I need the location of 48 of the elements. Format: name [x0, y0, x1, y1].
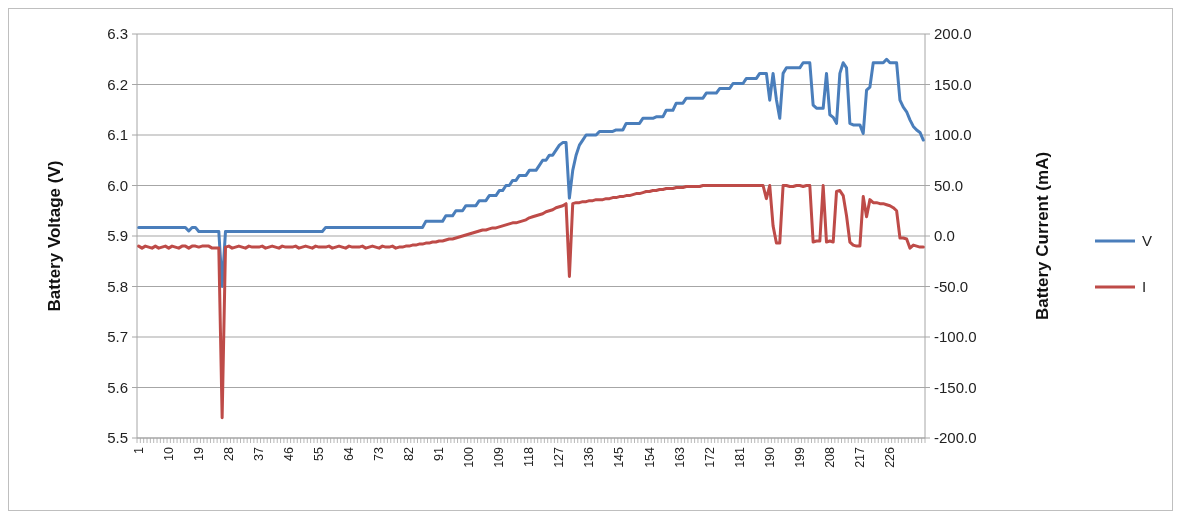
y-tick-label: 5.7: [107, 328, 128, 346]
x-tick-label: 28: [221, 446, 236, 461]
x-tick-label: 46: [281, 446, 296, 461]
x-tick-label: 64: [342, 446, 357, 461]
x-tick-label: 127: [552, 446, 567, 468]
x-tick-label: 163: [672, 446, 687, 468]
x-tick-label: 37: [251, 446, 266, 461]
x-tick-label: 208: [822, 446, 837, 468]
x-tick-label: 145: [612, 446, 627, 468]
y2-tick-label: 200.0: [934, 25, 972, 43]
legend-label: I: [1142, 278, 1147, 296]
y2-tick-label: 100.0: [934, 126, 972, 144]
y2-tick-label: -50.0: [934, 277, 969, 295]
y-tick-label: 6.0: [107, 176, 128, 194]
y2-tick-label: 0.0: [934, 227, 955, 245]
x-tick-label: 10: [161, 446, 176, 461]
y-tick-label: 6.2: [107, 75, 128, 93]
y-tick-label: 6.3: [107, 25, 128, 43]
y2-tick-label: -200.0: [934, 429, 977, 447]
y-tick-label: 5.6: [107, 378, 128, 396]
x-tick-label: 217: [852, 446, 867, 468]
x-tick-label: 190: [762, 446, 777, 468]
x-tick-label: 172: [702, 446, 717, 468]
y-axis-title: Battery Voltage (V): [45, 160, 64, 312]
y2-tick-label: -100.0: [934, 328, 977, 346]
x-tick-label: 100: [462, 446, 477, 468]
y2-axis-title: Battery Current (mA): [1033, 151, 1052, 321]
y-tick-label: 5.8: [107, 277, 128, 295]
y2-tick-label: 50.0: [934, 176, 964, 194]
x-tick-label: 226: [882, 446, 897, 468]
x-tick-label: 1: [131, 446, 146, 454]
y-tick-label: 5.5: [107, 429, 128, 447]
y2-tick-label: -150.0: [934, 378, 977, 396]
legend-label: V: [1142, 232, 1153, 250]
x-tick-label: 82: [402, 446, 417, 461]
x-tick-label: 91: [432, 446, 447, 461]
y-tick-label: 5.9: [107, 227, 128, 245]
x-tick-label: 136: [582, 446, 597, 468]
y2-tick-label: 150.0: [934, 75, 972, 93]
x-tick-label: 199: [792, 446, 807, 468]
x-tick-label: 19: [191, 446, 206, 461]
x-tick-label: 181: [732, 446, 747, 468]
x-tick-label: 109: [492, 446, 507, 468]
y-tick-label: 6.1: [107, 126, 128, 144]
x-tick-label: 154: [642, 446, 657, 468]
x-tick-label: 118: [522, 446, 537, 467]
x-tick-label: 55: [311, 446, 326, 461]
x-tick-label: 73: [372, 446, 387, 461]
